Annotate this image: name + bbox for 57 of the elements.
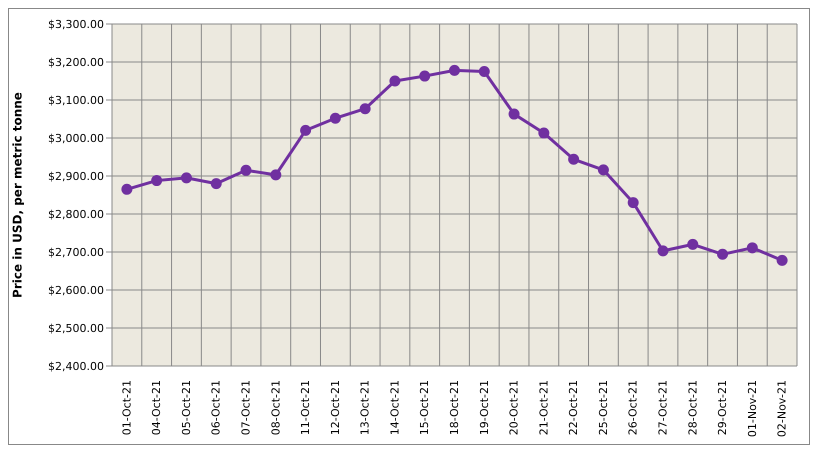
y-tick-label: $2,400.00 [48, 360, 104, 373]
point [568, 154, 580, 165]
x-tick-label: 01-Nov-21 [746, 380, 759, 438]
x-tick-label: 14-Oct-21 [388, 380, 402, 436]
x-tick-label: 27-Oct-21 [656, 380, 670, 436]
point [210, 178, 222, 190]
point [628, 197, 639, 208]
point [240, 164, 252, 176]
point [180, 172, 192, 184]
x-tick-label: 21-Oct-21 [537, 380, 550, 436]
y-tick-label: $3,300.00 [48, 18, 104, 31]
x-tick-label: 19-Oct-21 [478, 380, 491, 436]
point [717, 248, 728, 260]
y-tick-label: $3,200.00 [48, 56, 104, 69]
y-tick-label: $2,700.00 [48, 246, 104, 259]
point [121, 184, 132, 195]
point [478, 66, 490, 77]
point [389, 76, 400, 86]
point [538, 128, 550, 139]
point [151, 175, 162, 186]
x-tick-label: 07-Oct-21 [240, 380, 253, 436]
point [776, 254, 788, 266]
y-tick-label: $3,000.00 [48, 132, 104, 145]
point [419, 70, 430, 82]
point [657, 245, 668, 256]
x-tick-label: 04-Oct-21 [150, 380, 164, 436]
point [598, 164, 609, 176]
point [330, 112, 341, 124]
x-tick-label: 22-Oct-21 [567, 380, 580, 436]
x-tick-label: 13-Oct-21 [358, 380, 372, 436]
x-tick-label: 15-Oct-21 [418, 380, 432, 436]
x-tick-label: 18-Oct-21 [448, 380, 461, 436]
y-tick-label: $2,500.00 [48, 322, 104, 335]
y-tick-label: $2,800.00 [48, 208, 104, 221]
x-tick-label: 28-Oct-21 [686, 380, 700, 436]
point [360, 103, 371, 114]
point [508, 108, 520, 120]
x-tick-label: 02-Nov-21 [776, 380, 789, 438]
x-tick-label: 12-Oct-21 [328, 380, 342, 436]
y-tick-label: $2,600.00 [48, 284, 104, 297]
x-tick-label: 20-Oct-21 [508, 380, 521, 436]
x-tick-label: 06-Oct-21 [210, 380, 223, 436]
x-tick-label: 26-Oct-21 [626, 380, 640, 436]
point [270, 169, 282, 180]
x-tick-label: 25-Oct-21 [596, 380, 610, 436]
point [687, 238, 698, 250]
point [300, 124, 312, 136]
x-tick-label: 05-Oct-21 [180, 380, 193, 436]
point [746, 242, 758, 254]
x-tick-label: 08-Oct-21 [269, 380, 282, 436]
x-tick-label: 01-Oct-21 [120, 380, 134, 436]
y-tick-label: $3,100.00 [48, 94, 104, 107]
x-tick-label: 29-Oct-21 [716, 380, 730, 436]
y-axis-title: Price in USD, per metric tonne [10, 92, 24, 298]
point [449, 64, 460, 76]
y-tick-label: $2,900.00 [48, 170, 104, 183]
x-tick-label: 11-Oct-21 [299, 380, 312, 436]
